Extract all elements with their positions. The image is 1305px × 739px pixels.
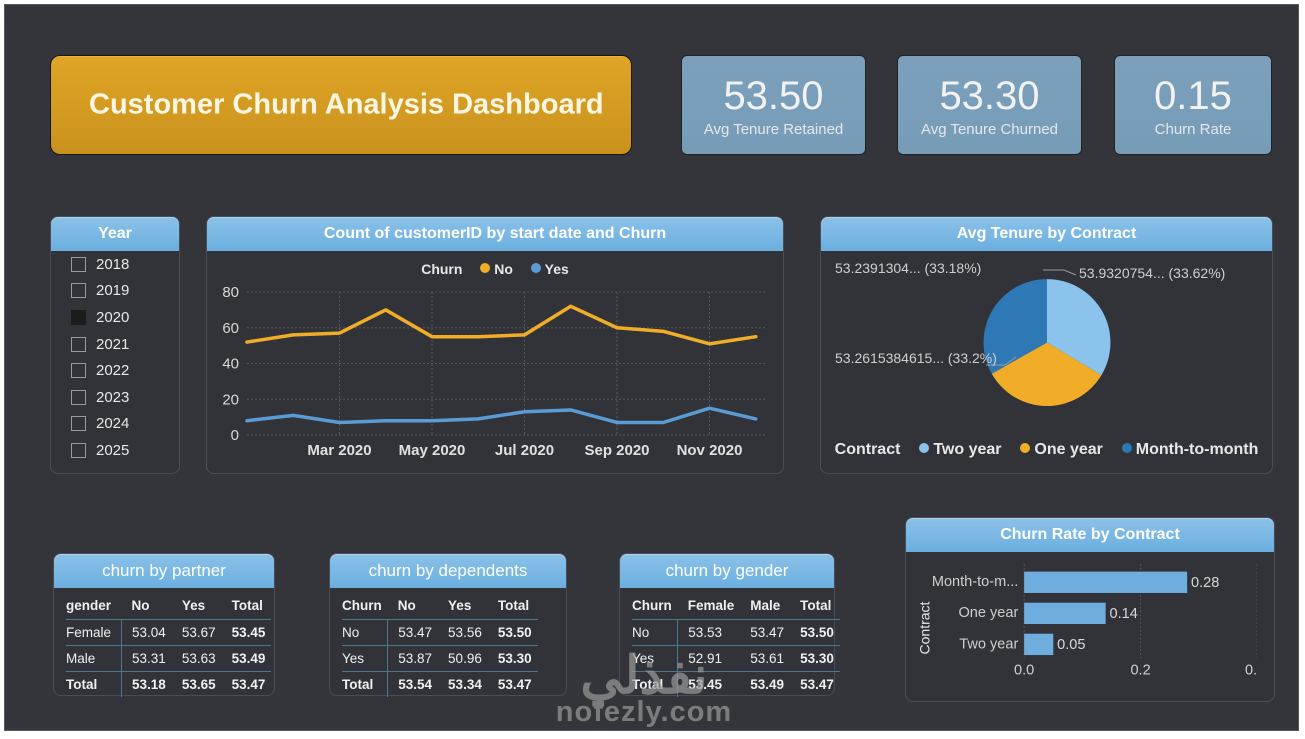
svg-text:0: 0 — [231, 427, 239, 444]
svg-text:0.2: 0.2 — [1130, 662, 1150, 678]
svg-text:20: 20 — [222, 391, 239, 408]
svg-text:0.28: 0.28 — [1191, 575, 1219, 591]
svg-text:Mar 2020: Mar 2020 — [307, 442, 371, 459]
svg-text:Nov 2020: Nov 2020 — [677, 442, 743, 459]
svg-text:40: 40 — [222, 356, 239, 373]
svg-text:0.05: 0.05 — [1057, 637, 1085, 653]
svg-text:60: 60 — [222, 320, 239, 337]
svg-text:80: 80 — [222, 287, 239, 301]
svg-text:Sep 2020: Sep 2020 — [584, 442, 649, 459]
svg-text:Jul 2020: Jul 2020 — [495, 442, 554, 459]
svg-text:53.2615384615... (33.2%): 53.2615384615... (33.2%) — [835, 350, 997, 366]
svg-text:Month-to-m...: Month-to-m... — [932, 574, 1018, 590]
svg-text:0.0: 0.0 — [1014, 662, 1034, 678]
svg-text:Two year: Two year — [959, 636, 1018, 652]
svg-text:May 2020: May 2020 — [399, 442, 466, 459]
svg-text:0.14: 0.14 — [1110, 606, 1138, 622]
svg-text:One year: One year — [958, 605, 1018, 621]
svg-text:0.4: 0.4 — [1245, 662, 1257, 678]
svg-text:53.9320754... (33.62%): 53.9320754... (33.62%) — [1079, 265, 1225, 281]
svg-text:53.2391304... (33.18%): 53.2391304... (33.18%) — [835, 260, 981, 276]
